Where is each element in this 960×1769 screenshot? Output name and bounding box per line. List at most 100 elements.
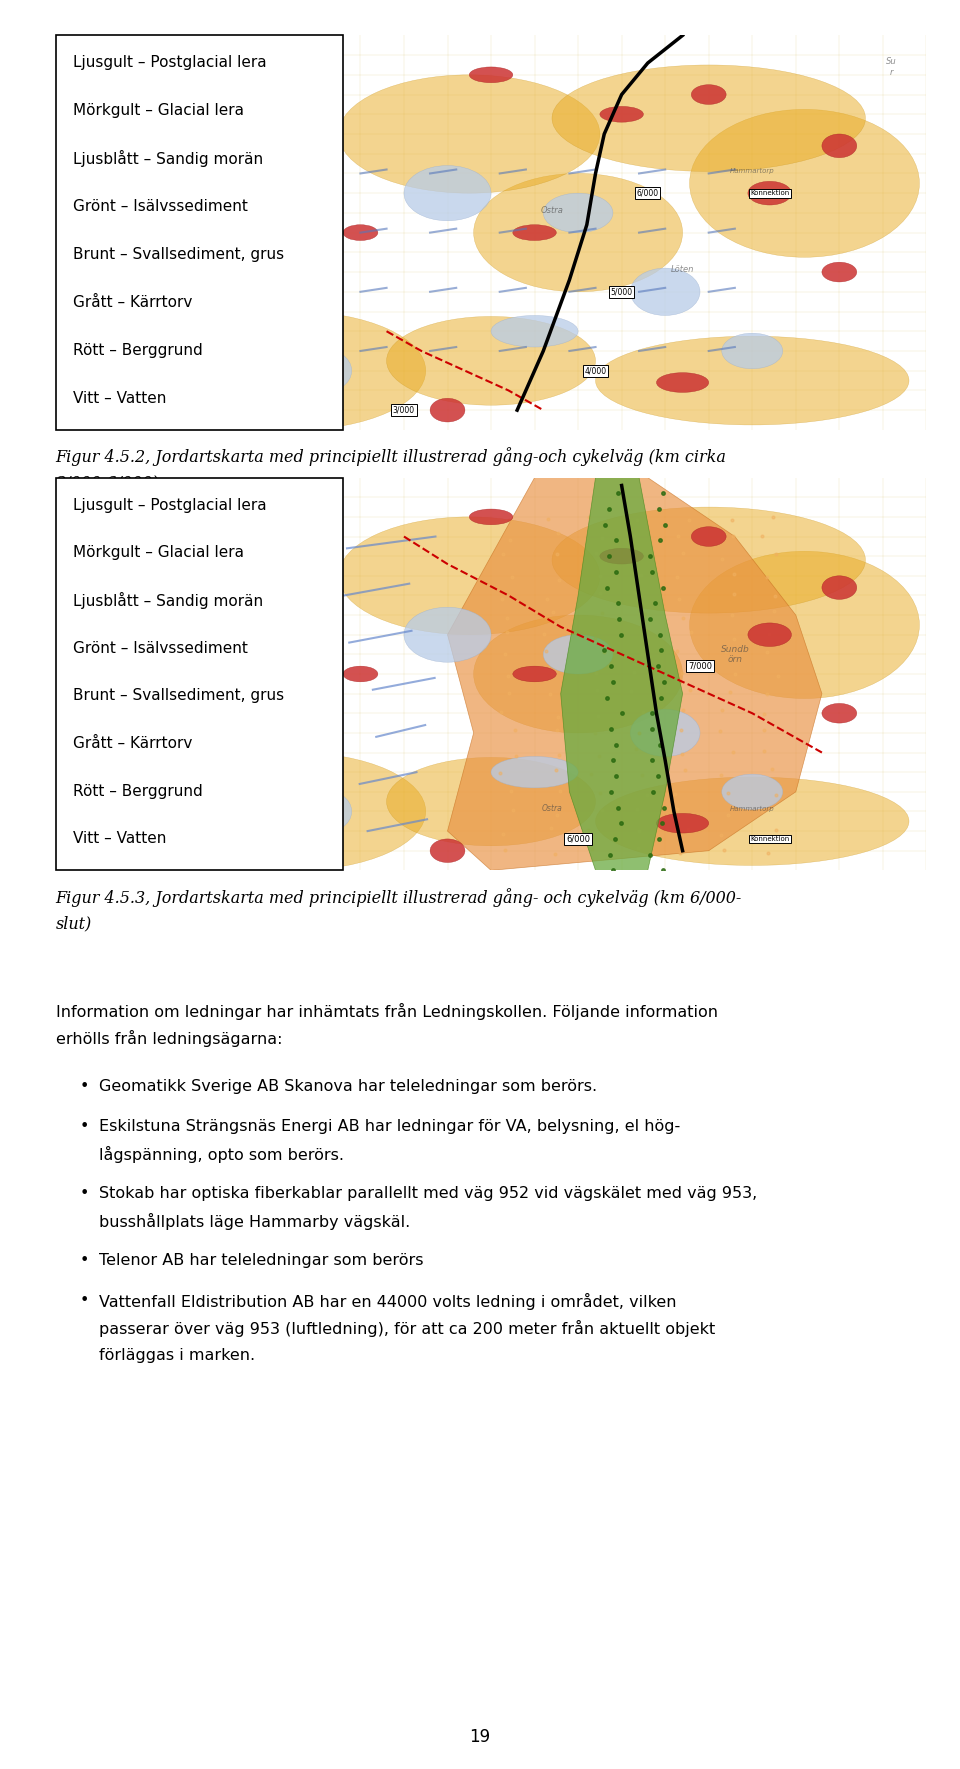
Text: Eskilstuna Strängsnäs Energi AB har ledningar för VA, belysning, el hög-: Eskilstuna Strängsnäs Energi AB har ledn… <box>99 1118 680 1134</box>
Text: Rött – Berggrund: Rött – Berggrund <box>73 784 203 800</box>
Ellipse shape <box>343 667 378 681</box>
Ellipse shape <box>121 831 164 847</box>
Text: Geomatikk Sverige AB Skanova har teleledningar som berörs.: Geomatikk Sverige AB Skanova har teleled… <box>99 1079 597 1093</box>
Text: busshållplats läge Hammarby vägskäl.: busshållplats läge Hammarby vägskäl. <box>99 1214 410 1231</box>
Ellipse shape <box>178 674 282 713</box>
Ellipse shape <box>195 724 229 743</box>
Ellipse shape <box>552 508 866 614</box>
Ellipse shape <box>108 103 143 126</box>
Ellipse shape <box>822 134 856 157</box>
Ellipse shape <box>631 269 700 315</box>
Text: Grått – Kärrtorv: Grått – Kärrtorv <box>73 736 192 752</box>
Text: •: • <box>80 1118 89 1134</box>
Ellipse shape <box>748 182 791 205</box>
Text: Mörkgult – Glacial lera: Mörkgult – Glacial lera <box>73 103 244 119</box>
Text: Konnektion: Konnektion <box>750 191 789 196</box>
Ellipse shape <box>108 545 143 568</box>
Ellipse shape <box>822 704 856 724</box>
Ellipse shape <box>404 166 492 221</box>
Text: förläggas i marken.: förläggas i marken. <box>99 1348 255 1362</box>
Text: lågspänning, opto som berörs.: lågspänning, opto som berörs. <box>99 1146 344 1164</box>
Ellipse shape <box>657 373 708 393</box>
Polygon shape <box>561 478 683 870</box>
Ellipse shape <box>822 262 856 281</box>
Text: 19: 19 <box>469 1728 491 1746</box>
Text: Ljusblått – Sandig morän: Ljusblått – Sandig morän <box>73 150 263 168</box>
Text: Stokab har optiska fiberkablar parallellt med väg 952 vid vägskälet med väg 953,: Stokab har optiska fiberkablar parallell… <box>99 1185 757 1201</box>
Ellipse shape <box>595 336 909 425</box>
Ellipse shape <box>595 777 909 865</box>
Ellipse shape <box>822 577 856 600</box>
Ellipse shape <box>343 225 378 241</box>
Text: Rött – Berggrund: Rött – Berggrund <box>73 343 203 357</box>
Text: Vitt – Vatten: Vitt – Vatten <box>73 391 166 405</box>
Text: Grått – Kärrtorv: Grått – Kärrtorv <box>73 295 192 310</box>
Ellipse shape <box>430 839 465 863</box>
Ellipse shape <box>469 509 513 525</box>
Text: Sundb
örn: Sundb örn <box>720 644 749 663</box>
Text: Ljusblått – Sandig morän: Ljusblått – Sandig morän <box>73 593 263 609</box>
Ellipse shape <box>234 573 313 617</box>
Text: Brunt – Svallsediment, grus: Brunt – Svallsediment, grus <box>73 688 284 704</box>
Ellipse shape <box>82 188 291 336</box>
Text: 6/000: 6/000 <box>636 189 659 198</box>
Ellipse shape <box>234 133 313 175</box>
Text: 4/000: 4/000 <box>585 366 607 375</box>
Text: 6/000: 6/000 <box>566 835 590 844</box>
Ellipse shape <box>513 667 557 681</box>
Text: Ljusgult – Postglacial lera: Ljusgult – Postglacial lera <box>73 497 267 513</box>
Ellipse shape <box>552 65 866 172</box>
Text: Information om ledningar har inhämtats från Ledningskollen. Följande information: Information om ledningar har inhämtats f… <box>56 1003 718 1021</box>
Text: Mörkgult – Glacial lera: Mörkgult – Glacial lera <box>73 545 244 561</box>
Ellipse shape <box>543 635 612 674</box>
Ellipse shape <box>300 124 334 143</box>
Ellipse shape <box>689 552 920 699</box>
Ellipse shape <box>178 232 282 272</box>
Ellipse shape <box>282 347 351 394</box>
Text: Grönt – Isälvssediment: Grönt – Isälvssediment <box>73 200 248 214</box>
Bar <box>56 35 343 430</box>
Ellipse shape <box>600 106 643 122</box>
Text: passerar över väg 953 (luftledning), för att ca 200 meter från aktuellt objekt: passerar över väg 953 (luftledning), för… <box>99 1320 715 1337</box>
Ellipse shape <box>430 398 465 423</box>
Ellipse shape <box>404 607 492 662</box>
Text: Vitt – Vatten: Vitt – Vatten <box>73 831 166 846</box>
Ellipse shape <box>469 67 513 83</box>
Polygon shape <box>447 478 822 870</box>
Text: 7/000: 7/000 <box>688 662 712 670</box>
Ellipse shape <box>164 311 425 430</box>
Ellipse shape <box>164 646 208 662</box>
Text: Hammartorp: Hammartorp <box>730 168 775 175</box>
Ellipse shape <box>600 548 643 564</box>
Ellipse shape <box>300 566 334 586</box>
Ellipse shape <box>387 317 595 405</box>
Text: Vattenfall Eldistribution AB har en 44000 volts ledning i området, vilken: Vattenfall Eldistribution AB har en 4400… <box>99 1293 677 1311</box>
Ellipse shape <box>748 623 791 646</box>
Ellipse shape <box>164 752 425 870</box>
Ellipse shape <box>387 757 595 846</box>
Ellipse shape <box>657 814 708 833</box>
Text: •: • <box>80 1252 89 1268</box>
Text: Konnektion: Konnektion <box>750 837 789 842</box>
Ellipse shape <box>691 527 726 547</box>
Text: •: • <box>80 1293 89 1307</box>
Text: erhölls från ledningsägarna:: erhölls från ledningsägarna: <box>56 1030 282 1047</box>
Text: 3/000-6/000): 3/000-6/000) <box>56 474 159 492</box>
Ellipse shape <box>473 616 683 732</box>
Text: 5/000: 5/000 <box>611 287 633 295</box>
Ellipse shape <box>195 281 229 302</box>
Bar <box>56 478 343 870</box>
Ellipse shape <box>491 757 578 787</box>
Text: •: • <box>80 1185 89 1201</box>
Ellipse shape <box>543 193 612 232</box>
Ellipse shape <box>339 517 600 635</box>
Text: Figur 4.5.3, Jordartskarta med principiellt illustrerad gång- och cykelväg (km 6: Figur 4.5.3, Jordartskarta med principie… <box>56 888 742 907</box>
Ellipse shape <box>473 173 683 292</box>
Ellipse shape <box>631 709 700 757</box>
Ellipse shape <box>82 630 291 777</box>
Ellipse shape <box>491 315 578 347</box>
Ellipse shape <box>164 205 208 221</box>
Ellipse shape <box>127 536 315 655</box>
Ellipse shape <box>513 225 557 241</box>
Text: Figur 4.5.2, Jordartskarta med principiellt illustrerad gång-och cykelväg (km ci: Figur 4.5.2, Jordartskarta med principie… <box>56 448 727 467</box>
